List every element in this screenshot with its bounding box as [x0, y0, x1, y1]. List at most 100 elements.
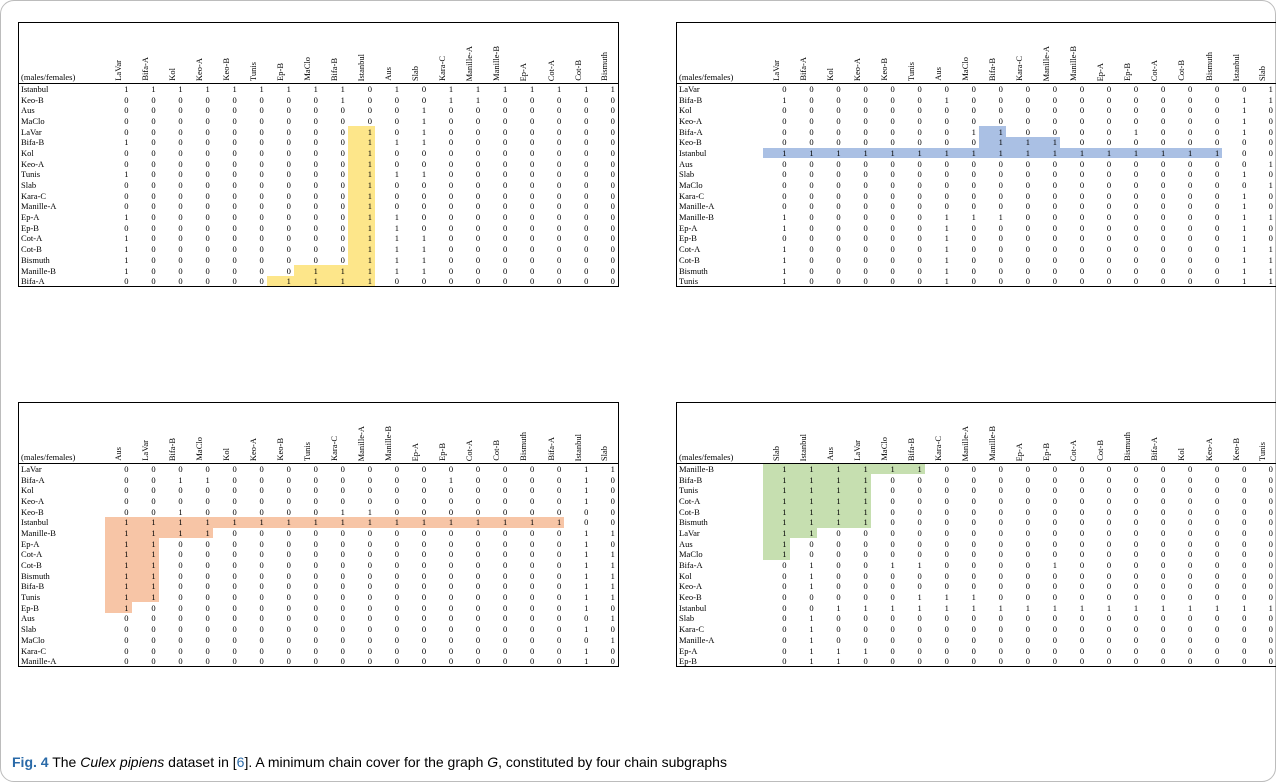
matrix-cell: 0 — [809, 212, 814, 223]
matrix-cell: 0 — [1242, 549, 1247, 560]
matrix-cell: 0 — [124, 655, 129, 666]
matrix-cell: 0 — [917, 538, 922, 549]
matrix-cell: 1 — [782, 275, 787, 286]
matrix-cell: 0 — [836, 244, 841, 255]
matrix-cell: 0 — [178, 222, 183, 233]
matrix-cell: 0 — [232, 254, 237, 265]
matrix-cell: 0 — [124, 275, 129, 286]
matrix-cell: 0 — [367, 581, 372, 592]
matrix-cell: 0 — [1079, 517, 1085, 528]
matrix-cell: 0 — [998, 549, 1003, 560]
matrix-cell: 0 — [530, 169, 535, 180]
matrix-cell: 1 — [584, 560, 589, 571]
matrix-cell: 0 — [286, 222, 291, 233]
column-header: Bismuth — [1195, 23, 1222, 84]
row-header: Cot-B — [21, 244, 42, 255]
matrix-cell: 1 — [789, 516, 817, 528]
column-header: LaVar — [132, 403, 159, 464]
matrix-cell: 0 — [530, 137, 535, 148]
caption-text-pre: The — [52, 754, 81, 770]
matrix-cell: 0 — [971, 517, 976, 528]
matrix-cell: 0 — [367, 549, 372, 560]
matrix-cell: 0 — [809, 115, 814, 126]
matrix-cell: 0 — [367, 645, 372, 656]
matrix-cell: 0 — [944, 464, 949, 475]
matrix-cell: 1 — [762, 484, 790, 496]
matrix-cell: 1 — [1242, 115, 1247, 126]
matrix-cell: 0 — [178, 275, 183, 286]
matrix-cell: 1 — [131, 591, 159, 603]
matrix-cell: 0 — [232, 222, 237, 233]
column-header-label: Cot-B — [491, 440, 502, 461]
column-header: Istanbul — [1222, 23, 1249, 84]
matrix-cell: 0 — [178, 613, 183, 624]
matrix-cell: 0 — [1215, 570, 1220, 581]
matrix-cell: 0 — [1188, 244, 1193, 255]
matrix-cell: 0 — [890, 592, 895, 603]
row-header: Cot-A — [21, 549, 43, 560]
matrix-cell: 0 — [475, 254, 481, 265]
matrix-cell: 0 — [448, 560, 454, 571]
matrix-cell: 0 — [259, 495, 264, 506]
matrix-cell: 0 — [502, 624, 508, 635]
matrix-cell: 0 — [610, 137, 615, 148]
matrix-cell: 1 — [340, 506, 345, 517]
matrix-cell: 0 — [863, 180, 868, 191]
matrix-cell: 0 — [1133, 169, 1139, 180]
citation-link[interactable]: 6 — [236, 754, 245, 770]
matrix-cell: 0 — [205, 265, 210, 276]
matrix-cell: 0 — [313, 169, 318, 180]
column-header-label: Keo-A — [1203, 437, 1214, 461]
matrix-cell: 0 — [448, 549, 454, 560]
matrix-cell: 1 — [394, 233, 400, 244]
matrix-cell: 0 — [178, 147, 183, 158]
matrix-cell: 0 — [1242, 485, 1247, 496]
matrix-cell: 1 — [951, 147, 979, 159]
matrix-cell: 0 — [557, 126, 562, 137]
matrix-cell: 1 — [1005, 147, 1033, 159]
matrix-cell: 0 — [1160, 180, 1166, 191]
matrix-cell: 0 — [1160, 592, 1166, 603]
table-row: Manille-B 1 0 0 0 0 0 1 1 1 0 0 0 0 0 0 0 0 1 1 — [677, 212, 1276, 223]
matrix-cell: 0 — [124, 645, 129, 656]
matrix-cell: 0 — [1160, 560, 1166, 571]
column-header-label: Keo-B — [220, 58, 231, 81]
matrix-cell: 0 — [1025, 190, 1030, 201]
matrix-cell: 0 — [313, 655, 318, 666]
column-header-label: Bifa-A — [797, 57, 808, 81]
table-row: Bismuth 1 0 0 0 0 0 1 0 0 0 0 0 0 0 0 0 0 1 1 — [677, 265, 1276, 276]
matrix-cell: 0 — [205, 201, 210, 212]
row-header: Ep-B — [21, 602, 39, 613]
matrix-cell: 0 — [1025, 527, 1030, 538]
column-header-label: Tunis — [906, 61, 916, 81]
matrix-cell: 0 — [917, 158, 922, 169]
matrix-cell: 0 — [944, 180, 949, 191]
matrix-cell: 0 — [836, 538, 841, 549]
relation-matrix: (males/females) Slab Istanbul Aus LaVar MaClo… — [676, 402, 1276, 668]
matrix-cell: 0 — [917, 613, 922, 624]
matrix-cell: 0 — [286, 602, 291, 613]
matrix-cell: 0 — [286, 244, 291, 255]
matrix-cell: 0 — [971, 485, 976, 496]
matrix-cell: 0 — [178, 233, 183, 244]
matrix-cell: 0 — [448, 570, 454, 581]
column-header-label: Cot-B — [1176, 60, 1187, 81]
matrix-cell: 1 — [1141, 147, 1169, 159]
matrix-cell: 0 — [1025, 212, 1030, 223]
matrix-cell: 0 — [394, 527, 400, 538]
matrix-cell: 0 — [475, 506, 481, 517]
column-header: Manille-A — [348, 403, 375, 464]
matrix-cell: 0 — [1133, 115, 1139, 126]
matrix-cell: 0 — [475, 244, 481, 255]
matrix-cell: 0 — [313, 592, 318, 603]
matrix-cell: 0 — [1160, 126, 1166, 137]
column-header: Cot-A — [456, 403, 483, 464]
matrix-cell: 0 — [557, 169, 562, 180]
row-header: Manille-B — [21, 265, 56, 276]
matrix-cell: 0 — [340, 655, 345, 666]
table-row: LaVar 0 0 0 0 0 0 0 0 0 0 0 0 0 0 0 0 0 0 1 — [677, 84, 1276, 95]
matrix-cell: 0 — [1188, 137, 1193, 148]
matrix-cell: 0 — [1188, 254, 1193, 265]
matrix-cell: 1 — [1242, 602, 1247, 613]
matrix-cell: 0 — [502, 265, 508, 276]
